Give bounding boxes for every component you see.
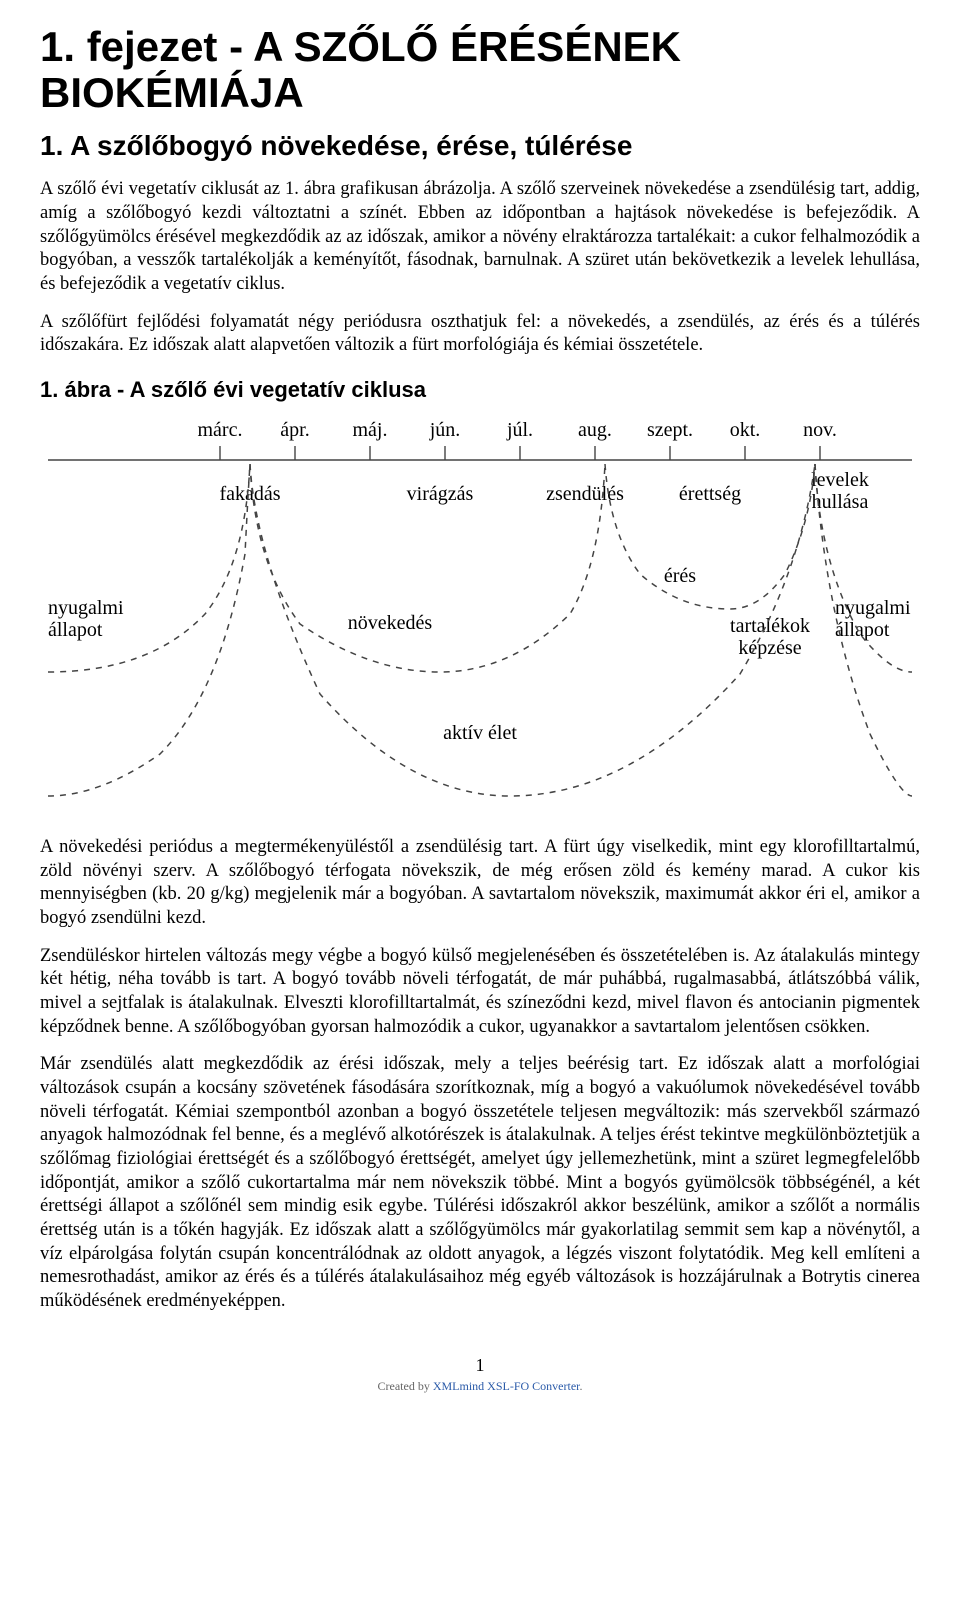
- footer-credit: Created by XMLmind XSL-FO Converter.: [40, 1379, 920, 1394]
- svg-text:virágzás: virágzás: [407, 483, 474, 505]
- credit-link: XMLmind XSL-FO Converter: [433, 1379, 580, 1393]
- svg-text:képzése: képzése: [738, 637, 801, 659]
- paragraph-3: A növekedési periódus a megtermékenyülés…: [40, 836, 920, 931]
- svg-text:ápr.: ápr.: [280, 419, 309, 441]
- cycle-diagram: márc. ápr. máj. jún. júl. aug. szept. okt. nov. f…: [40, 414, 920, 814]
- svg-text:fakadás: fakadás: [219, 483, 280, 505]
- paragraph-5: Már zsendülés alatt megkezdődik az érési…: [40, 1053, 920, 1313]
- figure-1-vegetative-cycle: márc. ápr. máj. jún. júl. aug. szept. okt. nov. f…: [40, 414, 920, 814]
- figure-caption: 1. ábra - A szőlő évi vegetatív ciklusa: [40, 376, 920, 404]
- svg-text:márc.: márc.: [198, 419, 243, 441]
- svg-text:jún.: jún.: [429, 419, 461, 441]
- section-title: 1. A szőlőbogyó növekedése, érése, túlér…: [40, 128, 920, 164]
- chapter-title: 1. fejezet - A SZŐLŐ ÉRÉSÉNEK BIOKÉMIÁJA: [40, 24, 920, 116]
- svg-text:hullása: hullása: [812, 491, 869, 513]
- svg-text:érés: érés: [664, 565, 696, 587]
- svg-text:nov.: nov.: [803, 419, 837, 441]
- credit-prefix: Created by: [378, 1379, 433, 1393]
- svg-text:máj.: máj.: [353, 419, 388, 441]
- svg-text:állapot: állapot: [48, 619, 103, 641]
- svg-text:szept.: szept.: [647, 419, 693, 441]
- credit-suffix: .: [579, 1379, 582, 1393]
- svg-text:érettség: érettség: [679, 483, 741, 505]
- page-footer: 1 Created by XMLmind XSL-FO Converter.: [40, 1354, 920, 1394]
- paragraph-2: A szőlőfürt fejlődési folyamatát négy pe…: [40, 311, 920, 358]
- svg-text:levelek: levelek: [811, 469, 869, 491]
- svg-text:júl.: júl.: [506, 419, 533, 441]
- svg-text:aug.: aug.: [578, 419, 612, 441]
- svg-text:okt.: okt.: [730, 419, 761, 441]
- paragraph-4: Zsendüléskor hirtelen változás megy végb…: [40, 945, 920, 1040]
- page-number: 1: [40, 1354, 920, 1377]
- paragraph-1: A szőlő évi vegetatív ciklusát az 1. ábr…: [40, 178, 920, 296]
- svg-text:zsendülés: zsendülés: [546, 483, 624, 505]
- svg-text:növekedés: növekedés: [348, 612, 433, 634]
- svg-text:nyugalmi: nyugalmi: [48, 597, 124, 619]
- svg-text:aktív élet: aktív élet: [443, 722, 517, 744]
